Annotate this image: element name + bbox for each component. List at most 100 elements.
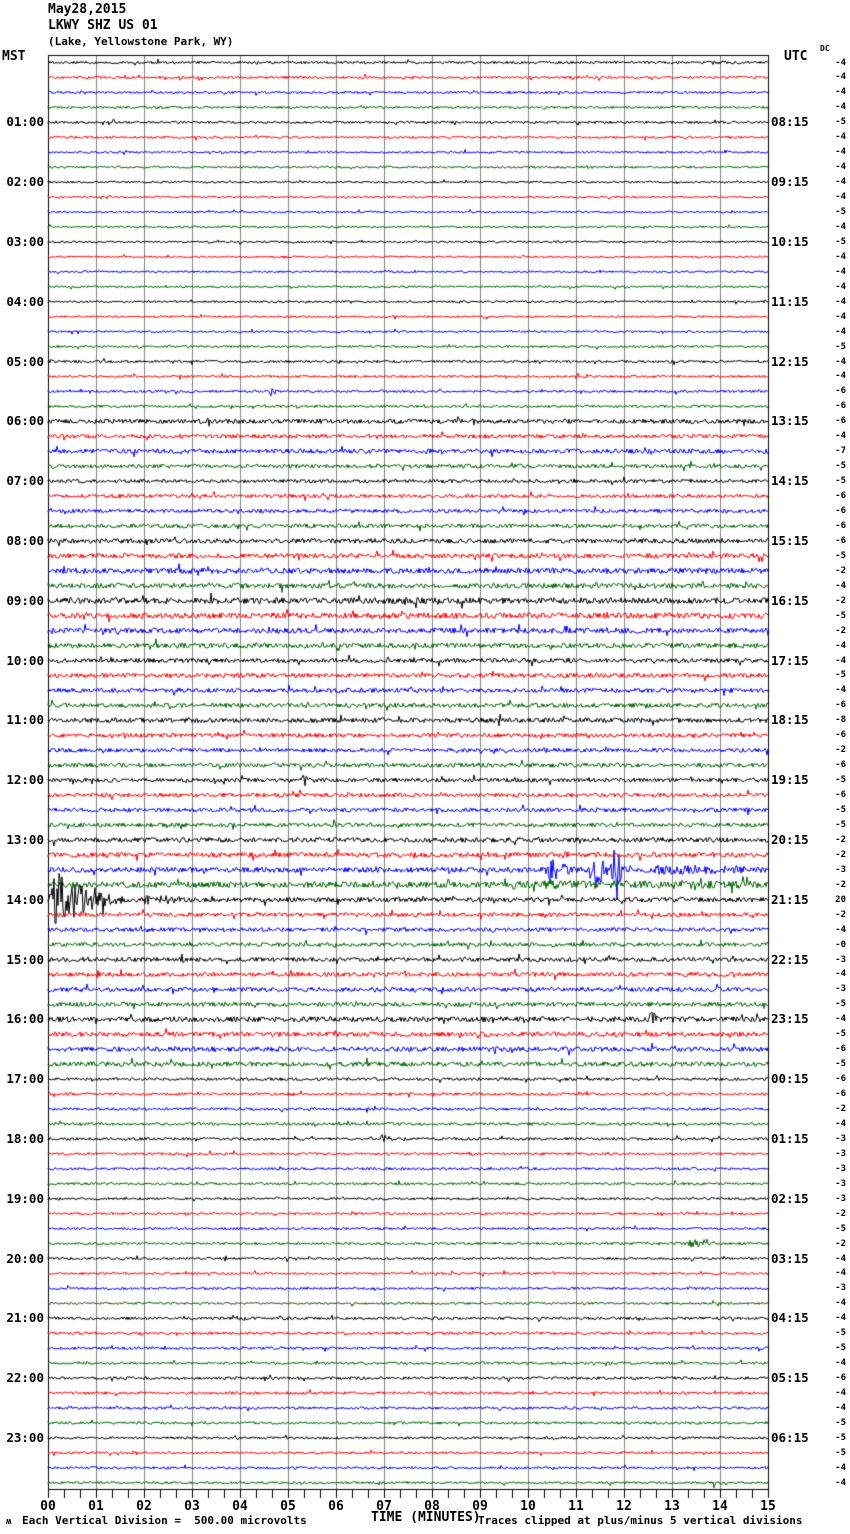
mst-hour-label: 08:00 bbox=[6, 532, 44, 548]
dc-offset-value: -5 bbox=[835, 1447, 846, 1458]
dc-offset-value: -5 bbox=[835, 1059, 846, 1070]
x-axis-tick-label: 10 bbox=[520, 1499, 536, 1514]
mst-hour-label: 02:00 bbox=[6, 174, 44, 190]
dc-offset-value: -4 bbox=[835, 311, 846, 322]
dc-offset-value: -4 bbox=[835, 431, 846, 442]
dc-offset-value: -6 bbox=[835, 730, 846, 741]
x-axis-tick-label: 08 bbox=[424, 1499, 440, 1514]
dc-offset-value: -4 bbox=[835, 57, 846, 68]
mst-hour-label: 16:00 bbox=[6, 1011, 44, 1027]
x-axis-tick-label: 13 bbox=[664, 1499, 680, 1514]
dc-offset-value: -6 bbox=[835, 1044, 846, 1055]
utc-hour-label: 06:15 bbox=[771, 1429, 809, 1445]
dc-offset-value: -5 bbox=[835, 1029, 846, 1040]
mst-hour-label: 10:00 bbox=[6, 652, 44, 668]
dc-offset-value: -2 bbox=[835, 565, 846, 576]
dc-offset-value: -2 bbox=[835, 1238, 846, 1249]
plot-date: May28,2015 bbox=[48, 2, 127, 17]
mst-hour-label: 13:00 bbox=[6, 831, 44, 847]
dc-offset-value: -2 bbox=[835, 1208, 846, 1219]
dc-offset-value: -3 bbox=[835, 1193, 846, 1204]
mst-hour-label: 17:00 bbox=[6, 1071, 44, 1087]
mst-hour-label: 07:00 bbox=[6, 473, 44, 489]
clipping-note: Traces clipped at plus/minus 5 vertical … bbox=[478, 1514, 803, 1527]
dc-offset-value: -7 bbox=[835, 446, 846, 457]
mst-hour-label: 20:00 bbox=[6, 1250, 44, 1266]
dc-offset-value: -4 bbox=[835, 147, 846, 158]
dc-offset-value: -2 bbox=[835, 745, 846, 756]
dc-offset-value: -0 bbox=[835, 939, 846, 950]
utc-hour-label: 02:15 bbox=[771, 1190, 809, 1206]
dc-offset-value: -6 bbox=[835, 1074, 846, 1085]
dc-offset-value: -4 bbox=[835, 685, 846, 696]
dc-offset-value: -3 bbox=[835, 984, 846, 995]
mst-hour-label: 18:00 bbox=[6, 1130, 44, 1146]
station-location: (Lake, Yellowstone Park, WY) bbox=[48, 35, 234, 48]
utc-hour-label: 05:15 bbox=[771, 1370, 809, 1386]
dc-offset-value: -6 bbox=[835, 520, 846, 531]
utc-hour-label: 13:15 bbox=[771, 413, 809, 429]
mst-hour-label: 11:00 bbox=[6, 712, 44, 728]
dc-offset-value: -4 bbox=[835, 1358, 846, 1369]
mst-hour-label: 03:00 bbox=[6, 233, 44, 249]
mst-hour-label: 15:00 bbox=[6, 951, 44, 967]
mst-hour-label: 21:00 bbox=[6, 1310, 44, 1326]
utc-axis-label: UTC bbox=[784, 49, 808, 64]
dc-offset-value: -2 bbox=[835, 909, 846, 920]
time-axis-title: TIME (MINUTES) bbox=[371, 1510, 481, 1525]
dc-offset-value: -4 bbox=[835, 1268, 846, 1279]
dc-offset-value: -6 bbox=[835, 386, 846, 397]
dc-offset-value: -4 bbox=[835, 1388, 846, 1399]
dc-offset-value: -6 bbox=[835, 1089, 846, 1100]
utc-hour-label: 09:15 bbox=[771, 174, 809, 190]
x-axis-tick-label: 09 bbox=[472, 1499, 488, 1514]
dc-offset-value: -6 bbox=[835, 535, 846, 546]
x-axis-tick-label: 02 bbox=[136, 1499, 152, 1514]
x-axis-tick-label: 05 bbox=[280, 1499, 296, 1514]
dc-offset-value: -3 bbox=[835, 1148, 846, 1159]
dc-offset-value: -5 bbox=[835, 819, 846, 830]
dc-offset-value: -2 bbox=[835, 625, 846, 636]
dc-offset-value: -6 bbox=[835, 1373, 846, 1384]
x-axis-tick-label: 03 bbox=[184, 1499, 200, 1514]
mst-hour-label: 23:00 bbox=[6, 1429, 44, 1445]
x-axis-tick-label: 06 bbox=[328, 1499, 344, 1514]
dc-offset-value: -4 bbox=[835, 192, 846, 203]
dc-offset-value: -4 bbox=[835, 969, 846, 980]
dc-offset-value: -5 bbox=[835, 670, 846, 681]
utc-hour-label: 18:15 bbox=[771, 712, 809, 728]
utc-hour-label: 08:15 bbox=[771, 114, 809, 130]
utc-hour-label: 11:15 bbox=[771, 293, 809, 309]
dc-offset-value: -5 bbox=[835, 236, 846, 247]
dc-offset-value: -2 bbox=[835, 879, 846, 890]
utc-hour-label: 00:15 bbox=[771, 1071, 809, 1087]
utc-hour-label: 03:15 bbox=[771, 1250, 809, 1266]
dc-offset-value: -5 bbox=[835, 1417, 846, 1428]
dc-offset-value: -6 bbox=[835, 416, 846, 427]
dc-offset-value: -4 bbox=[835, 1014, 846, 1025]
mst-hour-label: 09:00 bbox=[6, 592, 44, 608]
x-axis-tick-label: 04 bbox=[232, 1499, 248, 1514]
mst-hour-label: 04:00 bbox=[6, 293, 44, 309]
mst-hour-label: 06:00 bbox=[6, 413, 44, 429]
footer-mark: ʍ bbox=[6, 1517, 12, 1527]
mst-axis-label: MST bbox=[2, 49, 26, 64]
dc-offset-value: -2 bbox=[835, 1104, 846, 1114]
mst-hour-label: 19:00 bbox=[6, 1190, 44, 1206]
dc-offset-value: -5 bbox=[835, 341, 846, 352]
dc-offset-value: -5 bbox=[835, 775, 846, 786]
dc-offset-value: -5 bbox=[835, 1343, 846, 1354]
dc-offset-value: -3 bbox=[835, 864, 846, 875]
utc-hour-label: 10:15 bbox=[771, 233, 809, 249]
dc-offset-value: -3 bbox=[835, 954, 846, 965]
utc-hour-label: 04:15 bbox=[771, 1310, 809, 1326]
dc-offset-value: -3 bbox=[835, 1163, 846, 1174]
utc-hour-label: 21:15 bbox=[771, 891, 809, 907]
station-code: LKWY SHZ US 01 bbox=[48, 18, 158, 33]
dc-offset-value: -4 bbox=[835, 1298, 846, 1309]
dc-offset-value: -2 bbox=[835, 834, 846, 845]
dc-offset-value: -4 bbox=[835, 221, 846, 232]
dc-offset-value: -4 bbox=[835, 1253, 846, 1264]
dc-offset-value: -6 bbox=[835, 760, 846, 771]
